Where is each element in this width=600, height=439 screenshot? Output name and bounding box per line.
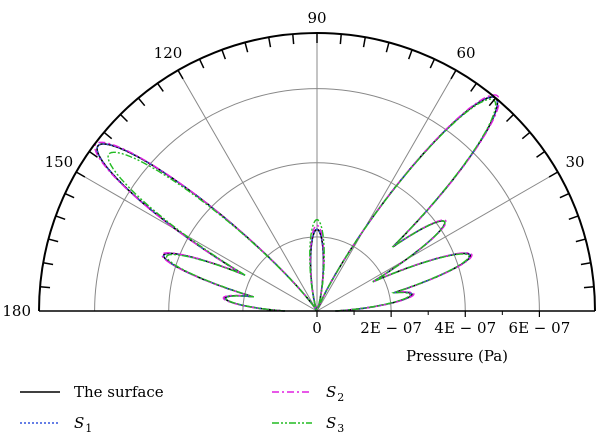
ring [168,162,466,312]
legend-subscript-1: 2 [337,391,344,404]
angle-tick [548,171,559,178]
series-line-3 [107,98,497,312]
angle-tick [521,131,531,140]
legend-label-3: S3 [326,414,344,435]
angle-tick [39,286,51,289]
angle-tick [429,58,436,69]
angle-tick [580,261,591,266]
angle-tick [575,238,586,243]
angle-tick [488,97,497,107]
polar-grid [75,33,559,312]
angle-tick [339,33,342,45]
ring [94,88,540,312]
angle-tick [267,37,272,48]
angle-tick [450,69,457,80]
angle-tick [244,42,249,53]
angle-tick [407,49,413,60]
legend-label-1: S2 [326,383,344,404]
angle-tick [75,171,86,178]
radial-tick-label: 0 [312,319,322,337]
pressure-curves [94,94,500,312]
angle-tick [156,82,164,92]
polar-frame [38,32,596,317]
angle-label-150: 150 [45,153,74,171]
angle-tick [177,69,184,80]
angle-tick [64,192,75,199]
angle-tick [119,113,129,123]
angle-label-30: 30 [566,153,585,171]
angle-label-60: 60 [456,44,475,62]
angle-tick [559,192,570,199]
legend: The surface S2 S1 S3 [20,383,344,435]
angle-tick [103,131,113,140]
angle-label-90: 90 [307,9,326,27]
angle-tick [292,33,295,45]
legend-subscript-3: 3 [337,422,344,435]
angle-tick [385,42,390,53]
angle-tick [568,215,579,221]
angle-tick [48,238,59,243]
radial-tick-label: 6E − 07 [509,319,571,337]
series-line-0 [96,96,499,312]
spoke-150 [75,171,318,312]
legend-subscript-2: 1 [85,422,92,435]
angle-tick [470,82,478,92]
angle-tick [43,261,54,266]
angle-tick [88,150,98,158]
angle-tick [583,286,595,289]
spoke-30 [316,171,559,312]
series-line-1 [96,96,499,312]
spoke-60 [316,69,457,312]
radial-axis-label: Pressure (Pa) [406,347,508,365]
radial-tick-label: 2E − 07 [360,319,422,337]
angle-label-180: 180 [2,302,31,320]
angle-label-120: 120 [154,44,183,62]
legend-label-0: The surface [74,383,164,401]
angle-tick [137,97,146,107]
angle-tick [505,113,515,123]
series-line-2 [94,94,500,312]
spoke-120 [177,69,318,312]
angle-tick [536,150,546,158]
legend-label-2: S1 [74,414,92,435]
angle-tick [362,37,367,48]
angle-tick [198,58,205,69]
angle-tick [55,215,66,221]
angle-tick [221,49,227,60]
radial-tick-label: 4E − 07 [434,319,496,337]
radial-tick-labels: 0 2E − 07 4E − 07 6E − 07 [312,319,570,337]
angle-labels: 30 60 90 120 150 180 [2,9,584,320]
